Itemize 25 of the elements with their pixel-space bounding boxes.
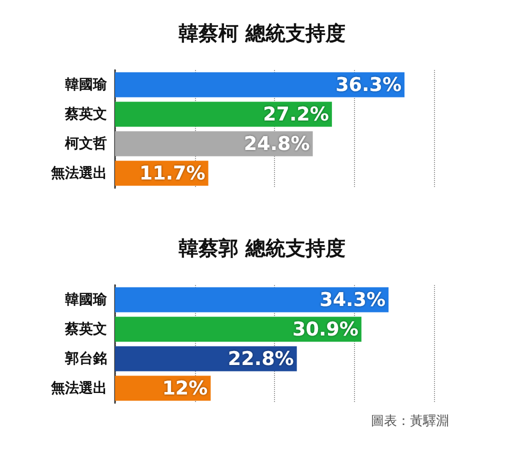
bar [115, 131, 313, 156]
text: 圖表：黃驛淵 [371, 414, 449, 429]
y-tick-label: 無法選出 [50, 380, 107, 396]
data-label: 34.3% [320, 288, 386, 311]
y-tick-label: 蔡英文 [64, 320, 107, 338]
bar [115, 72, 404, 98]
data-label: 30.9% [292, 318, 358, 340]
data-label: 24.8% [244, 132, 310, 155]
bar [115, 316, 362, 342]
y-tick-label: 郭台銘 [64, 350, 107, 367]
bar [115, 287, 389, 312]
y-tick-label: 柯文哲 [64, 134, 107, 152]
chart-title: 韓蔡柯 總統支持度 [178, 21, 346, 45]
bar [115, 346, 297, 372]
bar [115, 102, 332, 127]
y-tick-label: 無法選出 [50, 165, 107, 182]
data-label: 36.3% [336, 74, 402, 96]
y-tick-label: 韓國瑜 [65, 76, 108, 93]
data-label: 12% [162, 377, 208, 400]
y-tick-label: 韓國瑜 [65, 292, 108, 308]
chart-title: 韓蔡郭 總統支持度 [178, 236, 346, 260]
data-label: 11.7% [139, 162, 206, 184]
y-tick-label: 蔡英文 [64, 105, 107, 122]
data-label: 27.2% [263, 103, 329, 126]
data-label: 22.8% [228, 348, 294, 370]
